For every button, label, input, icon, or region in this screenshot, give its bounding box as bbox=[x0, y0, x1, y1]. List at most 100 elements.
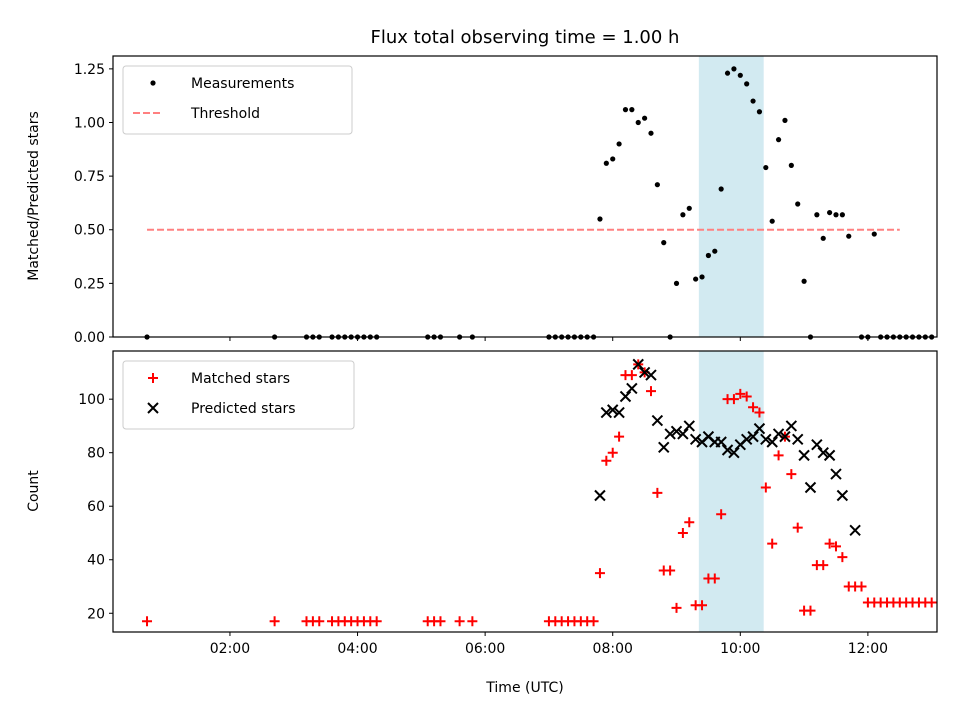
data-point bbox=[435, 616, 446, 627]
data-point bbox=[782, 117, 788, 123]
x-tick-label: 06:00 bbox=[465, 641, 505, 657]
data-point bbox=[818, 560, 829, 571]
chart-title: Flux total observing time = 1.00 h bbox=[371, 27, 680, 48]
legend-box bbox=[122, 360, 355, 430]
data-point bbox=[724, 70, 731, 76]
data-point bbox=[622, 107, 629, 113]
data-point bbox=[693, 276, 699, 282]
data-point bbox=[792, 522, 803, 533]
data-point bbox=[683, 420, 695, 432]
data-point bbox=[715, 436, 727, 448]
x-tick-label: 02:00 bbox=[210, 641, 250, 657]
data-point bbox=[926, 597, 937, 608]
observing-window-span bbox=[698, 351, 764, 632]
data-point bbox=[467, 616, 478, 627]
data-point bbox=[716, 509, 727, 520]
legend-label: Predicted stars bbox=[191, 401, 296, 417]
data-point bbox=[814, 212, 820, 218]
data-point bbox=[616, 141, 622, 147]
data-point bbox=[741, 391, 752, 402]
data-point bbox=[760, 482, 771, 493]
data-point bbox=[607, 404, 619, 416]
data-point bbox=[705, 252, 712, 259]
data-point bbox=[735, 388, 746, 399]
data-point bbox=[626, 382, 638, 395]
data-point bbox=[269, 616, 280, 627]
data-point bbox=[798, 449, 810, 462]
data-point bbox=[753, 422, 766, 435]
plot-panel-2: 20 40 60 80 100 02:00 04:00 06:00 08:00 10:00 12:0… bbox=[26, 350, 938, 657]
data-point bbox=[823, 449, 836, 462]
data-point bbox=[817, 446, 829, 459]
data-point bbox=[805, 605, 816, 616]
data-point bbox=[588, 616, 599, 627]
data-point bbox=[769, 218, 775, 224]
data-point bbox=[665, 565, 676, 576]
y-tick-label: 20 bbox=[87, 606, 105, 622]
data-point bbox=[594, 568, 605, 579]
data-point bbox=[601, 455, 612, 466]
data-point bbox=[664, 428, 676, 440]
data-point bbox=[856, 581, 867, 592]
data-point bbox=[839, 212, 845, 218]
data-point bbox=[750, 98, 756, 104]
y-tick-label: 0.25 bbox=[74, 276, 105, 292]
data-point bbox=[654, 182, 660, 188]
x-tick-label: 08:00 bbox=[593, 641, 633, 657]
legend-label: Threshold bbox=[190, 106, 260, 122]
legend-swatch bbox=[150, 80, 156, 86]
data-point bbox=[788, 162, 794, 168]
data-point bbox=[731, 66, 737, 72]
data-point bbox=[686, 205, 692, 211]
data-point bbox=[824, 538, 835, 549]
data-point bbox=[740, 433, 753, 446]
data-point bbox=[673, 280, 680, 286]
data-point bbox=[597, 216, 603, 222]
data-point bbox=[142, 616, 153, 627]
data-point bbox=[613, 406, 625, 419]
data-point bbox=[836, 489, 849, 502]
data-point bbox=[652, 487, 663, 498]
data-point bbox=[638, 366, 651, 379]
legend: Measurements Threshold bbox=[122, 65, 353, 135]
data-point bbox=[792, 433, 804, 446]
data-point bbox=[635, 119, 641, 126]
data-point bbox=[689, 433, 702, 446]
data-point bbox=[728, 394, 739, 405]
data-point bbox=[728, 446, 740, 459]
y-tick-label: 60 bbox=[87, 499, 105, 515]
y-tick-label: 1.00 bbox=[74, 115, 105, 131]
data-point bbox=[795, 201, 801, 207]
series-matched-stars bbox=[142, 359, 937, 627]
y-tick-label: 0.75 bbox=[74, 169, 105, 185]
data-point bbox=[837, 552, 848, 563]
axes-frame bbox=[112, 350, 938, 633]
data-point bbox=[610, 156, 616, 162]
x-tick-label: 10:00 bbox=[720, 641, 760, 657]
data-point bbox=[827, 209, 833, 216]
data-point bbox=[629, 107, 635, 113]
data-point bbox=[371, 616, 382, 627]
x-axis-label: Time (UTC) bbox=[485, 680, 563, 696]
data-point bbox=[763, 164, 769, 171]
y-tick-label: 1.25 bbox=[74, 62, 105, 78]
data-point bbox=[658, 441, 670, 454]
data-point bbox=[645, 369, 657, 381]
data-point bbox=[712, 248, 718, 254]
data-point bbox=[677, 428, 689, 440]
data-point bbox=[614, 431, 625, 442]
x-tick-label: 12:00 bbox=[848, 641, 888, 657]
data-point bbox=[849, 524, 861, 537]
observing-window-span bbox=[698, 56, 764, 337]
data-point bbox=[801, 278, 807, 284]
data-point bbox=[786, 469, 797, 480]
data-point bbox=[651, 414, 664, 427]
data-point bbox=[314, 616, 325, 627]
data-point bbox=[756, 109, 763, 115]
data-point bbox=[671, 602, 682, 613]
legend-swatch bbox=[147, 402, 159, 414]
data-point bbox=[754, 407, 765, 418]
data-point bbox=[773, 450, 784, 461]
data-point bbox=[785, 420, 798, 432]
